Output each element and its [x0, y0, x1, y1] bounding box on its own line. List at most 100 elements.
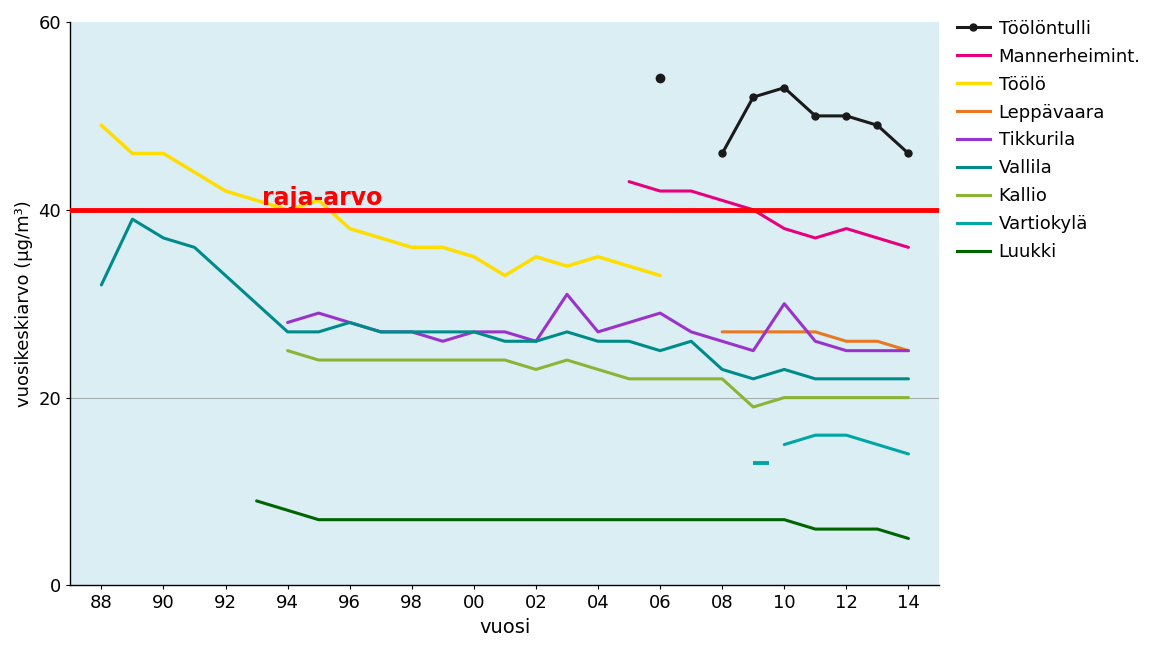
Mannerheimint. [839, 225, 853, 233]
Töölö [95, 121, 109, 129]
Luukki [405, 516, 418, 524]
Vallila [747, 375, 761, 383]
Luukki [436, 516, 450, 524]
Töölö [405, 243, 418, 251]
Vallila [405, 328, 418, 336]
Kallio [529, 366, 543, 374]
Vartiokylä [902, 450, 916, 458]
Luukki [747, 516, 761, 524]
Mannerheimint. [653, 187, 667, 195]
Tikkurila [498, 328, 512, 336]
Vallila [902, 375, 916, 383]
Vallila [560, 328, 573, 336]
Töölö [156, 149, 170, 157]
Tikkurila [622, 319, 636, 327]
Töölö [281, 206, 295, 214]
Tikkurila [529, 337, 543, 345]
Tikkurila [312, 309, 326, 317]
Leppävaara [716, 328, 729, 336]
Kallio [653, 375, 667, 383]
Töölö [250, 196, 264, 204]
Vallila [622, 337, 636, 345]
Mannerheimint. [684, 187, 698, 195]
Luukki [312, 516, 326, 524]
Line: Luukki: Luukki [257, 501, 909, 539]
Kallio [498, 356, 512, 364]
Tikkurila [467, 328, 481, 336]
Tikkurila [591, 328, 605, 336]
Töölö [218, 187, 232, 195]
Kallio [436, 356, 450, 364]
Mannerheimint. [777, 225, 791, 233]
Vartiokylä [777, 441, 791, 449]
Vallila [156, 234, 170, 242]
Vallila [716, 366, 729, 374]
Kallio [684, 375, 698, 383]
X-axis label: vuosi: vuosi [480, 618, 531, 637]
Töölö [498, 272, 512, 280]
Vallila [281, 328, 295, 336]
Kallio [281, 347, 295, 355]
Luukki [467, 516, 481, 524]
Kallio [777, 394, 791, 402]
Line: Vartiokylä: Vartiokylä [784, 435, 909, 454]
Vallila [591, 337, 605, 345]
Kallio [808, 394, 822, 402]
Vallila [95, 281, 109, 289]
Vartiokylä [808, 431, 822, 439]
Vallila [777, 366, 791, 374]
Töölö [560, 262, 573, 270]
Töölöntulli [902, 149, 916, 157]
Leppävaara [808, 328, 822, 336]
Vallila [373, 328, 387, 336]
Tikkurila [405, 328, 418, 336]
Luukki [622, 516, 636, 524]
Töölöntulli [777, 84, 791, 92]
Töölö [622, 262, 636, 270]
Töölö [436, 243, 450, 251]
Text: raja-arvo: raja-arvo [261, 186, 381, 210]
Kallio [591, 366, 605, 374]
Töölö [653, 272, 667, 280]
Luukki [281, 507, 295, 514]
Mannerheimint. [747, 206, 761, 214]
Vallila [126, 215, 140, 223]
Vartiokylä [870, 441, 884, 449]
Leppävaara [777, 328, 791, 336]
Töölöntulli [870, 121, 884, 129]
Y-axis label: vuosikeskiarvo (µg/m³): vuosikeskiarvo (µg/m³) [15, 200, 34, 407]
Vartiokylä [839, 431, 853, 439]
Line: Tikkurila: Tikkurila [288, 294, 909, 351]
Töölöntulli [747, 93, 761, 101]
Töölöntulli [716, 149, 729, 157]
Vallila [808, 375, 822, 383]
Vallila [250, 300, 264, 308]
Luukki [560, 516, 573, 524]
Line: Töölöntulli: Töölöntulli [719, 84, 912, 157]
Vallila [498, 337, 512, 345]
Tikkurila [281, 319, 295, 327]
Töölö [529, 253, 543, 261]
Tikkurila [716, 337, 729, 345]
Tikkurila [902, 347, 916, 355]
Töölö [187, 168, 201, 176]
Mannerheimint. [716, 196, 729, 204]
Kallio [343, 356, 357, 364]
Line: Kallio: Kallio [288, 351, 909, 407]
Luukki [839, 525, 853, 533]
Kallio [405, 356, 418, 364]
Vallila [436, 328, 450, 336]
Tikkurila [808, 337, 822, 345]
Tikkurila [436, 337, 450, 345]
Luukki [498, 516, 512, 524]
Kallio [870, 394, 884, 402]
Kallio [839, 394, 853, 402]
Tikkurila [747, 347, 761, 355]
Tikkurila [653, 309, 667, 317]
Tikkurila [870, 347, 884, 355]
Töölöntulli [808, 112, 822, 120]
Luukki [684, 516, 698, 524]
Luukki [716, 516, 729, 524]
Vallila [870, 375, 884, 383]
Kallio [622, 375, 636, 383]
